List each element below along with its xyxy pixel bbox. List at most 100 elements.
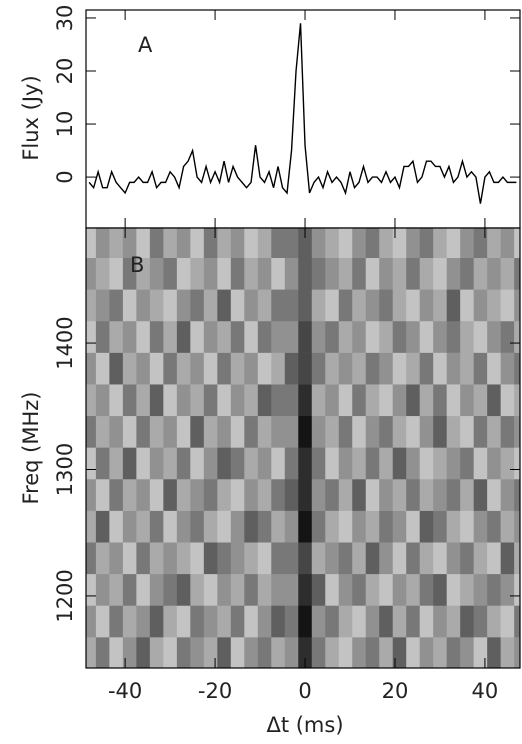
heatmap-cell (176, 542, 191, 575)
heatmap-cell (109, 447, 124, 480)
heatmap-cell (109, 510, 124, 543)
heatmap-cell (500, 415, 515, 448)
heatmap-cell (271, 320, 286, 353)
heatmap-cell (406, 289, 421, 322)
heatmap-cell (338, 605, 353, 638)
panel-label: B (130, 253, 144, 277)
y-tick-label: 1400 (53, 316, 77, 369)
heatmap-cell (419, 228, 434, 259)
heatmap-cell (487, 384, 501, 417)
heatmap-cell (136, 573, 151, 606)
heatmap-cell (203, 478, 218, 511)
heatmap-cell (95, 605, 110, 638)
heatmap-cell (460, 228, 474, 259)
heatmap-cell (392, 542, 407, 575)
heatmap-cell (392, 352, 407, 385)
flux-line (88, 23, 517, 204)
heatmap-cell (487, 320, 501, 353)
y-tick-label: 0 (53, 170, 77, 183)
heatmap-cell (392, 257, 407, 290)
heatmap-cell (311, 289, 326, 322)
heatmap-cell (406, 320, 421, 353)
heatmap-cell (109, 320, 124, 353)
heatmap-cell (86, 542, 97, 575)
heatmap-cell (176, 637, 191, 668)
heatmap-cell (230, 228, 245, 259)
heatmap-cell (392, 447, 407, 480)
heatmap-cell (419, 478, 434, 511)
heatmap-cell (460, 352, 474, 385)
heatmap-cell (514, 415, 520, 448)
heatmap-cell (298, 510, 313, 543)
heatmap-cell (487, 478, 501, 511)
heatmap-cell (163, 478, 178, 511)
heatmap-cell (514, 228, 520, 259)
heatmap-cell (473, 415, 488, 448)
heatmap-cell (487, 257, 501, 290)
heatmap-cell (271, 289, 286, 322)
y-tick-label: 20 (53, 58, 77, 85)
heatmap-cell (352, 478, 367, 511)
x-tick-label: 0 (298, 679, 311, 703)
heatmap-cell (149, 573, 164, 606)
heatmap-cell (136, 510, 151, 543)
heatmap-cell (473, 573, 488, 606)
heatmap-cell (298, 605, 313, 638)
heatmap-cell (149, 352, 164, 385)
heatmap-cell (298, 352, 313, 385)
heatmap-cell (433, 352, 447, 385)
heatmap-cell (352, 510, 367, 543)
heatmap-cell (311, 228, 326, 259)
heatmap-cell (190, 415, 205, 448)
heatmap-cell (122, 384, 137, 417)
heatmap-cell (406, 257, 421, 290)
heatmap-cell (433, 573, 447, 606)
heatmap-cell (257, 447, 272, 480)
heatmap-cell (95, 637, 110, 668)
heatmap-cell (122, 320, 137, 353)
heatmap-cell (163, 605, 178, 638)
heatmap-cell (244, 510, 259, 543)
heatmap-cell (460, 542, 474, 575)
panel-label: A (138, 33, 153, 57)
heatmap-cell (338, 352, 353, 385)
heatmap-cell (419, 510, 434, 543)
heatmap-cell (446, 257, 461, 290)
heatmap-cell (419, 573, 434, 606)
heatmap-cell (365, 478, 380, 511)
heatmap-cell (230, 573, 245, 606)
heatmap-cell (406, 352, 421, 385)
heatmap-cell (217, 384, 232, 417)
heatmap-cell (473, 510, 488, 543)
heatmap-cell (257, 384, 272, 417)
heatmap-cell (203, 605, 218, 638)
heatmap-cell (284, 352, 299, 385)
heatmap-cell (365, 573, 380, 606)
heatmap-cell (217, 320, 232, 353)
heatmap-cell (514, 542, 520, 575)
heatmap-cell (244, 384, 259, 417)
heatmap-cell (446, 384, 461, 417)
heatmap-cell (163, 228, 178, 259)
heatmap-cell (325, 320, 340, 353)
heatmap-cell (284, 542, 299, 575)
heatmap-cell (176, 447, 191, 480)
heatmap-cell (514, 320, 520, 353)
heatmap-cell (271, 447, 286, 480)
heatmap-cell (217, 228, 232, 259)
heatmap-cell (379, 352, 394, 385)
heatmap-cell (190, 384, 205, 417)
heatmap-cell (473, 257, 488, 290)
heatmap-cell (109, 542, 124, 575)
heatmap-cell (487, 637, 501, 668)
heatmap-cell (190, 320, 205, 353)
heatmap-cell (325, 384, 340, 417)
plot-frame (85, 227, 521, 669)
heatmap-cell (122, 510, 137, 543)
heatmap-cell (230, 289, 245, 322)
heatmap-cell (338, 257, 353, 290)
heatmap-cell (487, 228, 501, 259)
heatmap-cell (271, 510, 286, 543)
heatmap-cell (392, 510, 407, 543)
heatmap-cell (392, 289, 407, 322)
